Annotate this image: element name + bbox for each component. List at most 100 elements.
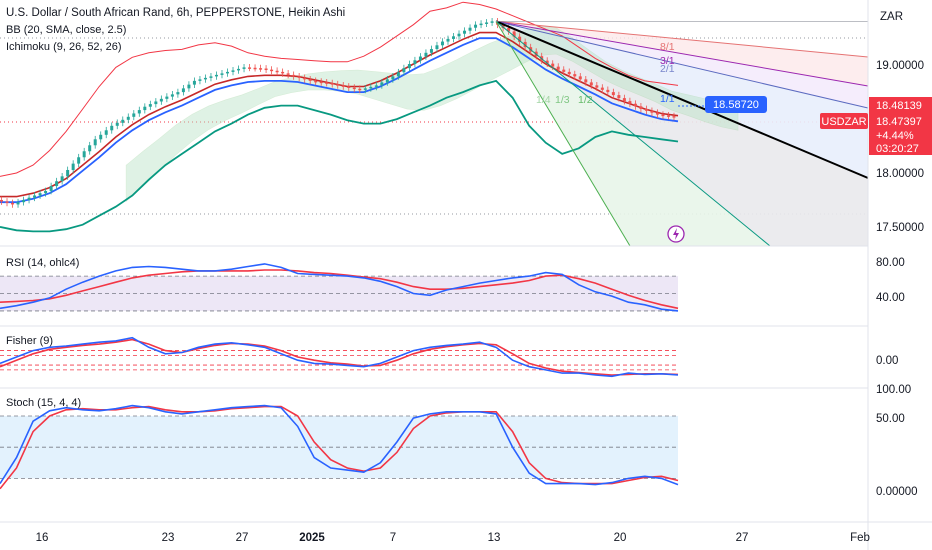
candle-body xyxy=(418,56,422,61)
currency-label[interactable]: ZAR xyxy=(880,11,903,23)
candle-body xyxy=(44,190,48,194)
gann-label[interactable]: 2/1 xyxy=(660,63,675,75)
time-tick: 23 xyxy=(162,532,175,544)
osc-main-line xyxy=(0,336,679,378)
candle-body xyxy=(264,68,268,71)
candle-body xyxy=(66,169,70,177)
candle-body xyxy=(27,197,31,200)
candle-body xyxy=(336,84,340,86)
stoch-pane[interactable] xyxy=(0,404,679,490)
candle-body xyxy=(203,77,207,80)
candle-body xyxy=(380,82,384,86)
candle-body xyxy=(374,85,378,87)
candle-body xyxy=(468,27,472,31)
time-tick: 2025 xyxy=(299,532,325,544)
gann-label[interactable]: 1/1 xyxy=(660,93,675,105)
chart-title: U.S. Dollar / South African Rand, 6h, PE… xyxy=(6,7,345,19)
candle-body xyxy=(292,74,296,77)
candle-body xyxy=(600,87,604,90)
candle-body xyxy=(314,80,318,83)
candle-body xyxy=(275,70,279,73)
candle-body xyxy=(187,84,191,89)
projection-price: 18.58720 xyxy=(713,99,759,111)
price-high-badge xyxy=(869,97,932,113)
candle-body xyxy=(573,74,577,77)
candle-body xyxy=(148,104,152,107)
rsi-label[interactable]: RSI (14, ohlc4) xyxy=(6,257,79,269)
gann-label[interactable]: 1/2 xyxy=(578,94,593,106)
candle-body xyxy=(253,67,257,70)
candle-body xyxy=(154,101,158,105)
price-tick: 18.00000 xyxy=(876,168,924,180)
candle-body xyxy=(192,80,196,85)
candle-body xyxy=(413,60,417,65)
candle-body xyxy=(226,71,229,74)
candle-body xyxy=(584,79,588,83)
candle-body xyxy=(507,28,511,32)
candle-body xyxy=(644,108,648,111)
projection-price-badge[interactable] xyxy=(705,96,767,113)
symbol-badge[interactable] xyxy=(820,113,868,129)
gann-label[interactable]: 1/3 xyxy=(555,94,570,106)
gann-label[interactable]: 3/1 xyxy=(660,55,675,67)
candle-body xyxy=(198,79,202,81)
gann-line-1-3 xyxy=(495,21,631,247)
ichimoku-cloud xyxy=(125,25,739,203)
candle-body xyxy=(93,139,97,146)
gann-line-2-1 xyxy=(495,20,869,109)
fisher-label[interactable]: Fisher (9) xyxy=(6,335,53,347)
rsi-tick: 80.00 xyxy=(876,257,905,269)
candle-body xyxy=(639,106,643,109)
time-tick: 27 xyxy=(236,532,249,544)
bb-basis-line xyxy=(0,37,679,204)
rsi-tick: 40.00 xyxy=(876,292,905,304)
symbol-label: USDZAR xyxy=(821,116,866,128)
gann-label[interactable]: 1/4 xyxy=(536,94,551,106)
gann-line-3-1 xyxy=(496,20,869,87)
candle-body xyxy=(595,85,599,88)
time-tick: 27 xyxy=(736,532,749,544)
time-tick: 7 xyxy=(390,532,396,544)
candle-body xyxy=(71,163,75,170)
candle-body xyxy=(209,76,213,78)
candle-body xyxy=(655,112,659,115)
candle-body xyxy=(303,77,307,80)
candle-body xyxy=(165,96,169,99)
candle-body xyxy=(556,66,560,70)
fisher-pane[interactable] xyxy=(0,336,679,378)
candle-body xyxy=(38,193,42,196)
candle-body xyxy=(77,157,81,164)
candle-body xyxy=(11,202,15,205)
candle-body xyxy=(55,181,59,187)
rsi-pane[interactable] xyxy=(0,263,679,312)
candle-body xyxy=(176,92,180,95)
candle-body xyxy=(286,73,290,75)
candle-body xyxy=(60,176,64,182)
candle-body xyxy=(457,33,461,37)
candle-body xyxy=(672,116,676,118)
candle-body xyxy=(385,79,389,83)
last-price-badge xyxy=(869,113,932,155)
candle-body xyxy=(242,67,246,69)
candle-body xyxy=(88,145,92,152)
candle-body xyxy=(110,125,114,131)
price-tick: 17.50000 xyxy=(876,222,924,234)
candle-body xyxy=(424,52,428,57)
candle-body xyxy=(16,202,20,205)
bb-indicator-label[interactable]: BB (20, SMA, close, 2.5) xyxy=(6,24,126,36)
candle-body xyxy=(589,82,593,86)
stoch-label[interactable]: Stoch (15, 4, 4) xyxy=(6,397,81,409)
candle-body xyxy=(429,49,433,53)
candle-body xyxy=(237,68,241,71)
last-price-value: 18.47397 xyxy=(876,116,922,128)
main-price-pane[interactable] xyxy=(0,1,869,247)
time-tick: Feb xyxy=(850,532,870,544)
ichimoku-indicator-label[interactable]: Ichimoku (9, 26, 52, 26) xyxy=(6,41,122,53)
candle-body xyxy=(358,88,362,91)
gann-label[interactable]: 8/1 xyxy=(660,41,675,53)
candle-body xyxy=(281,71,285,74)
time-tick: 20 xyxy=(614,532,627,544)
candle-body xyxy=(0,199,3,202)
candle-body xyxy=(5,201,9,203)
